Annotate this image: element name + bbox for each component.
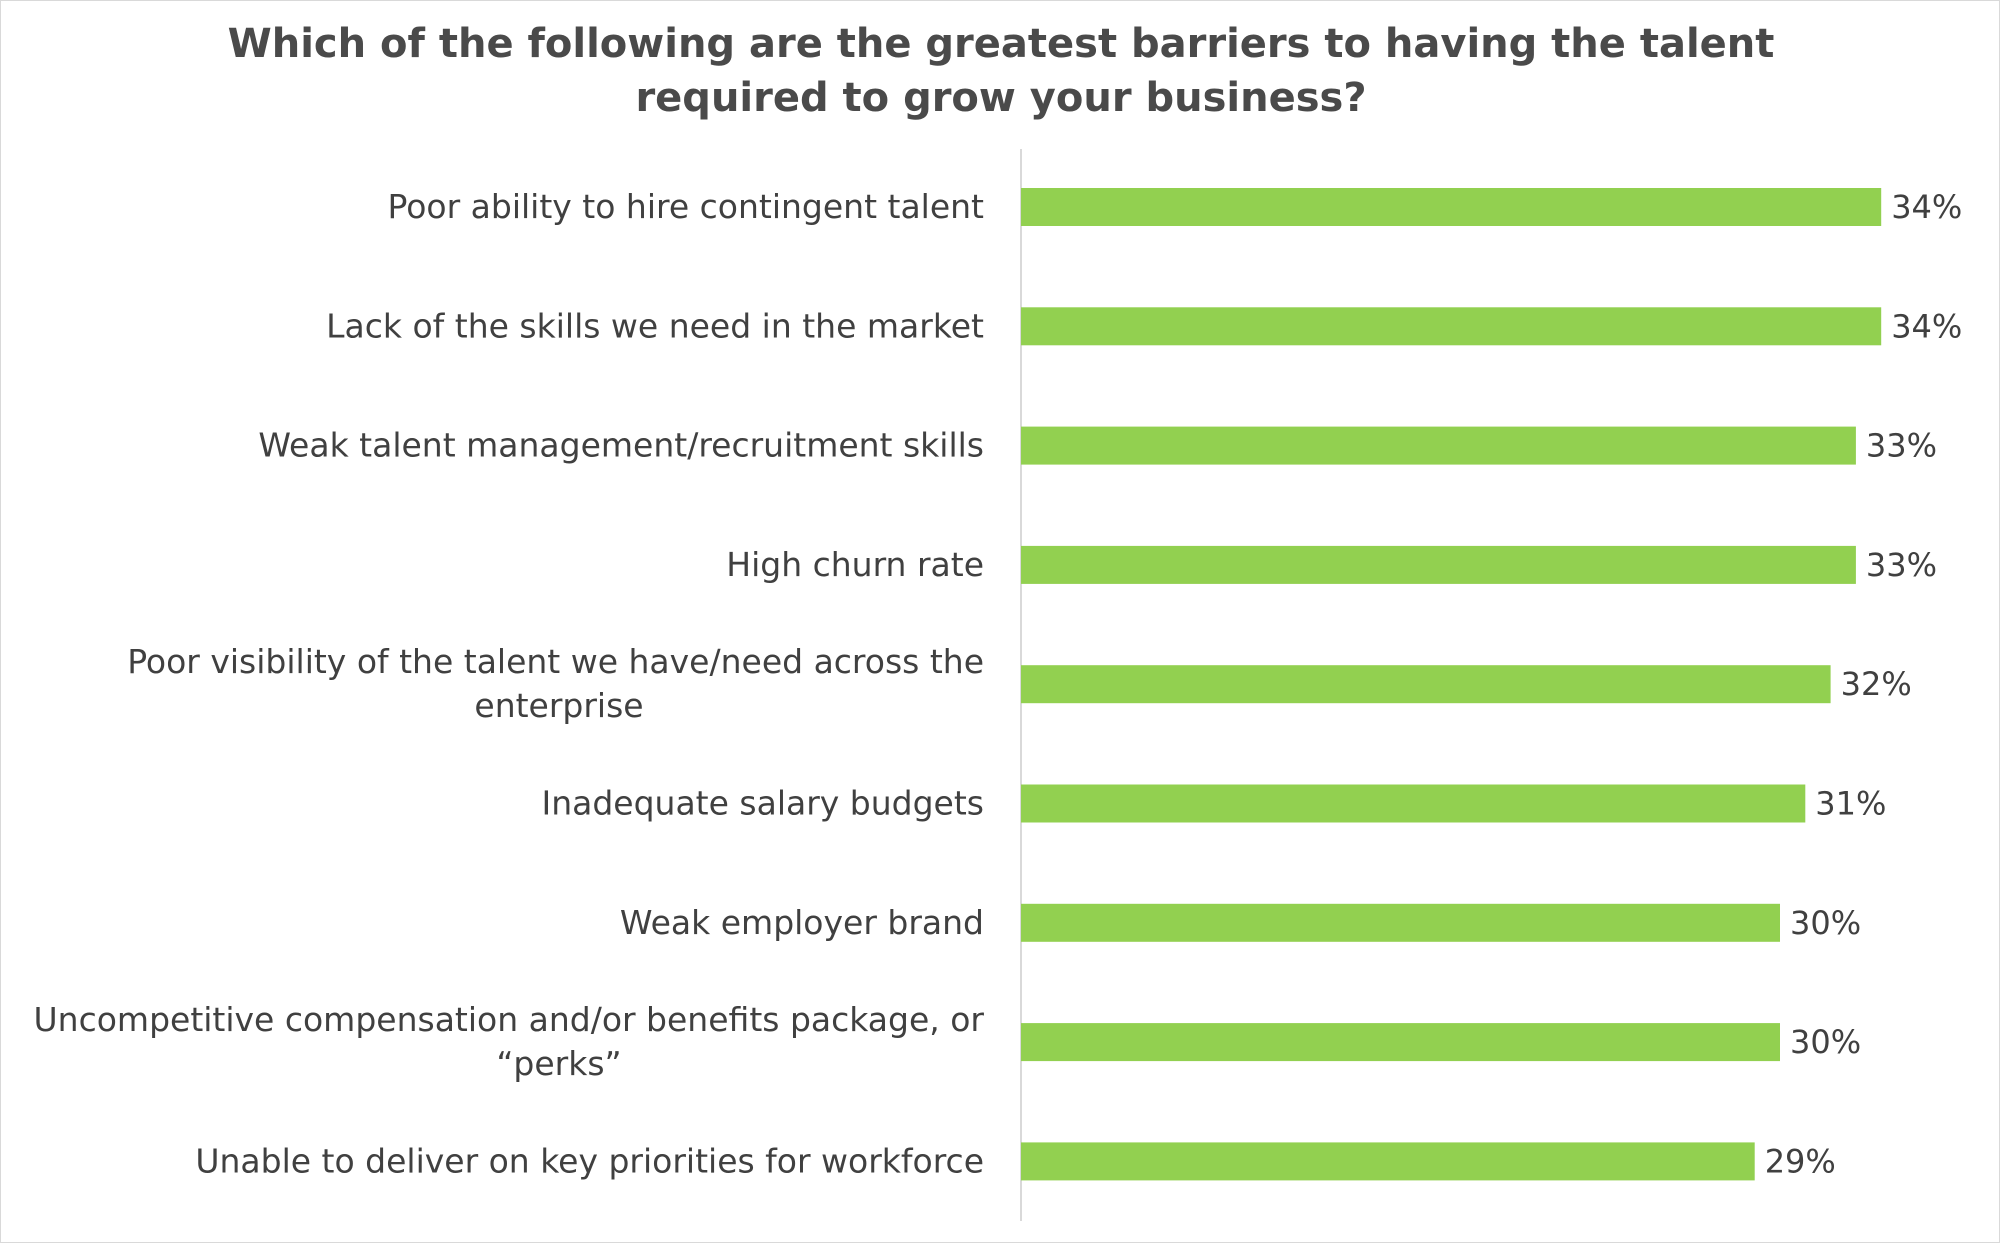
- data-label-9: 29%: [1765, 1142, 1836, 1180]
- chart-title: Which of the following are the greatest …: [151, 17, 1851, 125]
- data-label-8: 30%: [1790, 1023, 1861, 1061]
- bar-1: [1021, 188, 1882, 226]
- category-label-6: Inadequate salary budgets: [541, 784, 984, 823]
- bar-6: [1021, 784, 1806, 823]
- chart-title-line-1: Which of the following are the greatest …: [227, 21, 1775, 67]
- data-label-7: 30%: [1790, 904, 1861, 942]
- data-label-6: 31%: [1815, 785, 1886, 823]
- chart-title-line-2: required to grow your business?: [635, 75, 1367, 121]
- bar-9: [1021, 1142, 1755, 1181]
- data-label-2: 34%: [1891, 307, 1962, 345]
- data-label-5: 32%: [1841, 665, 1912, 703]
- category-label-9: Unable to deliver on key priorities for …: [195, 1141, 984, 1180]
- category-label-1: Poor ability to hire contingent talent: [388, 187, 985, 226]
- bar-4: [1021, 545, 1856, 584]
- bar-7: [1021, 903, 1780, 942]
- data-label-3: 33%: [1866, 427, 1937, 465]
- bar-8: [1021, 1023, 1780, 1062]
- category-label-8-line-2: “perks”: [496, 1044, 621, 1083]
- category-label-8-line-1: Uncompetitive compensation and/or benefi…: [34, 1000, 985, 1039]
- category-label-2: Lack of the skills we need in the market: [326, 306, 984, 345]
- category-label-5-line-1: Poor visibility of the talent we have/ne…: [127, 642, 984, 681]
- bar-5: [1021, 665, 1831, 704]
- bar-2: [1021, 307, 1882, 346]
- data-label-1: 34%: [1891, 188, 1962, 226]
- category-label-3: Weak talent management/recruitment skill…: [258, 426, 984, 465]
- category-label-5-line-2: enterprise: [474, 686, 643, 725]
- bar-3: [1021, 426, 1856, 465]
- category-label-4: High churn rate: [726, 545, 984, 584]
- data-label-4: 33%: [1866, 546, 1937, 584]
- category-label-7: Weak employer brand: [620, 903, 984, 942]
